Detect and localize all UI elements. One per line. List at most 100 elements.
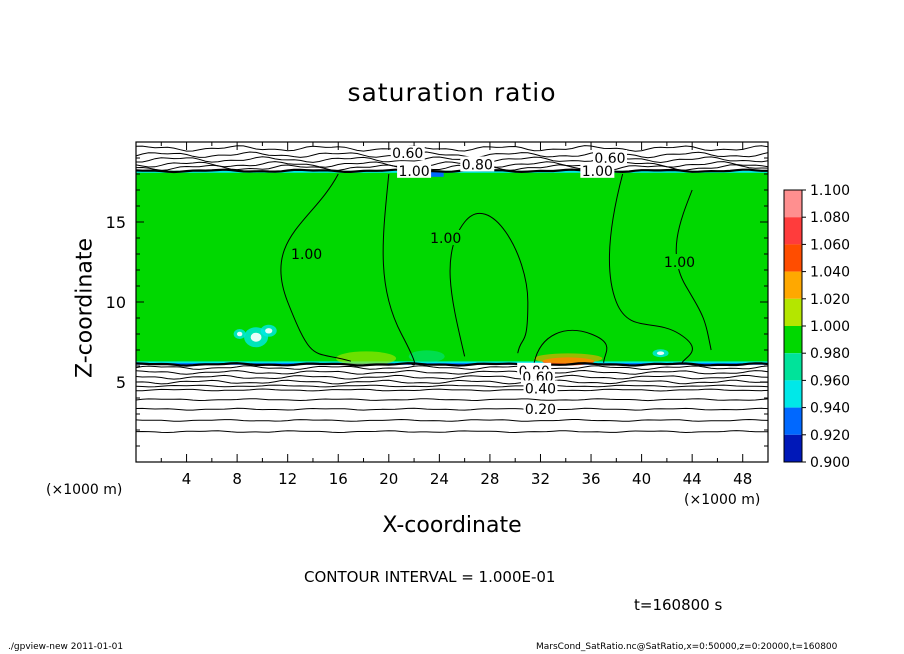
contour-label: 0.60 <box>392 146 423 162</box>
contour-line-lower <box>135 369 769 375</box>
x-axis-label: X-coordinate <box>382 513 522 538</box>
contour-line-interior <box>533 330 608 363</box>
x-unit-left: (×1000 m) <box>46 482 123 498</box>
contour-label: 0.80 <box>462 157 493 173</box>
contour-label: 1.00 <box>664 255 695 271</box>
contour-label-bg <box>428 230 463 245</box>
colorbar-band <box>784 380 802 408</box>
colorbar-label: 0.920 <box>810 428 850 444</box>
x-tick-label: 28 <box>480 470 499 488</box>
x-tick-label: 48 <box>733 470 752 488</box>
contour-line-upper-boundary <box>135 168 768 174</box>
contour-line-lower <box>135 418 769 422</box>
x-tick-label: 32 <box>531 470 550 488</box>
contour-label: 1.00 <box>291 247 322 263</box>
colorbar-band <box>784 217 802 245</box>
contour-line-lower <box>135 379 769 385</box>
upper-blue-spot <box>421 170 444 177</box>
colorbar-label: 0.980 <box>810 346 850 362</box>
x-tick-label: 8 <box>232 470 242 488</box>
field-fill <box>136 142 768 462</box>
contour-label-bg <box>289 246 324 261</box>
contour-line-lower <box>135 398 769 402</box>
x-tick-label: 12 <box>278 470 297 488</box>
time-text: t=160800 s <box>634 596 723 614</box>
footer-left: ./gpview-new 2011-01-01 <box>8 642 124 652</box>
contour-line-interior <box>280 173 352 362</box>
colorbar-band <box>784 271 802 299</box>
colorbar-label: 1.080 <box>810 210 850 226</box>
y-tick-label: 5 <box>116 373 126 392</box>
y-tick-label: 10 <box>106 293 126 312</box>
lower-rim-cyan <box>136 361 768 365</box>
white-patch <box>236 331 243 337</box>
footer-right: MarsCond_SatRatio.nc@SatRatio,x=0:50000,… <box>536 642 838 652</box>
colorbar-label: 0.900 <box>810 455 850 471</box>
contour-line-interior <box>449 213 529 357</box>
contour-line-lower <box>136 388 769 392</box>
colorbar-band <box>784 326 802 354</box>
contour-label-bg <box>397 162 432 178</box>
x-tick-label: 4 <box>182 470 192 488</box>
y-axis-label: Z-coordinate <box>72 238 98 378</box>
x-tick-label: 44 <box>683 470 702 488</box>
contour-label-bg <box>523 380 558 396</box>
contour-label: 1.00 <box>430 231 461 247</box>
white-patch <box>250 332 262 342</box>
x-tick-label: 36 <box>581 470 600 488</box>
y-tick-label: 15 <box>106 213 126 232</box>
colorbar-label: 0.960 <box>810 373 850 389</box>
x-tick-label: 20 <box>379 470 398 488</box>
colorbar-band <box>784 434 802 462</box>
warm-glow-east <box>534 353 603 364</box>
colorbar-label: 1.100 <box>810 183 850 199</box>
colorbar: 1.100 1.080 1.060 1.040 1.020 1.000 0.980 0.960… <box>783 183 850 471</box>
contour-interval-text: CONTOUR INTERVAL = 1.000E-01 <box>304 568 556 586</box>
contour-line-interior <box>382 173 416 366</box>
x-tick-label: 24 <box>430 470 449 488</box>
contour-label-bg <box>593 150 627 165</box>
contour-line-upper <box>135 161 769 168</box>
contour-line-upper <box>135 164 769 171</box>
contour-label-bg <box>662 254 697 269</box>
contour-label: 0.20 <box>525 402 556 418</box>
colorbar-label: 1.000 <box>810 319 850 335</box>
contour-line-lower <box>135 430 768 434</box>
contour-label-bg <box>523 401 558 417</box>
colorbar-label: 1.060 <box>810 237 850 253</box>
colorbar-label: 0.940 <box>810 401 850 417</box>
teal-patch <box>408 350 445 363</box>
chart-title: saturation ratio <box>347 78 557 107</box>
contour-label-bg <box>580 162 615 178</box>
x-tick-label: 16 <box>329 470 348 488</box>
contour-line-lower <box>135 407 769 411</box>
contour-line-lower-boundary <box>135 362 769 367</box>
contour-line-upper <box>135 144 769 152</box>
contour-label-bg <box>390 145 425 161</box>
contour-line-interior <box>608 173 693 364</box>
colorbar-band <box>784 407 802 435</box>
contour-label: 1.00 <box>582 164 613 180</box>
contour-line-interior <box>675 189 712 351</box>
colorbar-label: 1.040 <box>810 265 850 281</box>
x-tick-label: 40 <box>632 470 651 488</box>
colorbar-band <box>784 353 802 381</box>
contour-line-upper <box>135 151 769 159</box>
white-patch <box>656 351 665 356</box>
warm-glow-west <box>336 351 397 366</box>
contour-label: 0.40 <box>525 381 556 397</box>
contour-labels: 0.600.801.000.601.001.001.001.000.800.60… <box>289 145 697 418</box>
contour-lines <box>135 144 769 434</box>
colorbar-band <box>784 190 802 218</box>
white-patch <box>265 328 273 334</box>
contour-line-lower <box>135 374 769 380</box>
contour-line-lower <box>135 384 769 388</box>
contour-label-bg <box>460 156 495 172</box>
colorbar-band <box>784 298 802 326</box>
x-unit-right: (×1000 m) <box>684 492 761 508</box>
colorbar-label: 1.020 <box>810 292 850 308</box>
contour-line-upper <box>136 156 769 164</box>
contour-line-lower <box>135 365 769 370</box>
